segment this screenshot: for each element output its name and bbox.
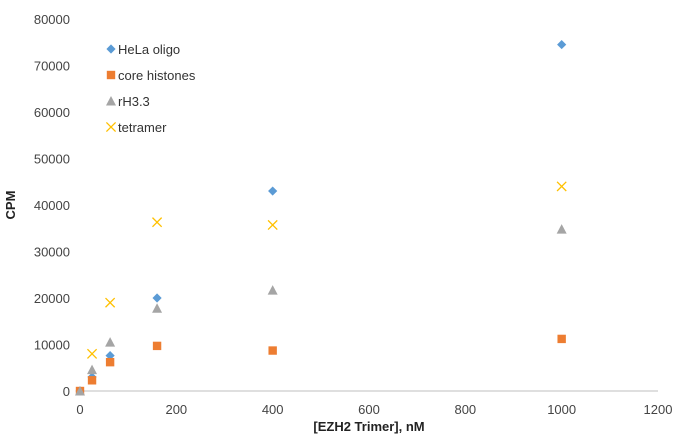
data-point-core-histones [152, 341, 162, 351]
data-point-rh3-3 [87, 364, 98, 375]
legend-label-core-histones: core histones [118, 68, 196, 83]
data-point-tetramer [105, 297, 116, 308]
data-point-tetramer [152, 217, 163, 228]
data-point-core-histones [557, 334, 566, 344]
data-point-rh3-3 [267, 285, 278, 295]
legend: HeLa oligo core histones rH3.3 tetramer [105, 42, 196, 135]
data-point-tetramer [556, 181, 567, 192]
data-point-core-histones [105, 357, 115, 367]
x-tick-label: 1200 [644, 402, 673, 417]
data-point-tetramer [86, 348, 98, 359]
y-tick-label: 50000 [34, 152, 70, 167]
y-tick-label: 80000 [34, 12, 70, 27]
y-tick-label: 20000 [34, 291, 70, 306]
y-axis-title: CPM [3, 191, 18, 220]
data-point-core-histones [87, 376, 97, 385]
data-point-rh3-3 [75, 386, 85, 396]
legend-marker-tetramer [105, 121, 117, 133]
data-points [75, 39, 567, 396]
data-point-rh3-3 [556, 224, 567, 234]
y-tick-label: 0 [63, 384, 70, 399]
data-point-rh3-3 [105, 337, 116, 347]
legend-label-rh3-3: rH3.3 [118, 94, 150, 109]
x-tick-label: 800 [454, 402, 476, 417]
legend-label-tetramer: tetramer [118, 120, 167, 135]
y-axis-ticks: 0 10000 20000 30000 40000 50000 60000 70000 8000… [34, 12, 70, 399]
data-point-hela-oligo [152, 293, 162, 303]
data-point-hela-oligo [557, 39, 567, 50]
x-axis-ticks: 0 200 400 600 800 1000 1200 [76, 402, 672, 417]
legend-marker-hela-oligo [106, 44, 116, 54]
y-tick-label: 70000 [34, 59, 70, 74]
x-tick-label: 0 [76, 402, 83, 417]
x-tick-label: 200 [165, 402, 187, 417]
x-axis-title: [EZH2 Trimer], nM [313, 419, 424, 434]
x-tick-label: 600 [358, 402, 380, 417]
y-tick-label: 60000 [34, 105, 70, 120]
y-tick-label: 10000 [34, 338, 70, 353]
legend-marker-rh3-3 [106, 96, 116, 106]
data-point-hela-oligo [268, 186, 278, 196]
data-point-tetramer [267, 219, 278, 231]
y-tick-label: 30000 [34, 245, 70, 260]
legend-label-hela-oligo: HeLa oligo [118, 42, 180, 57]
x-tick-label: 400 [262, 402, 284, 417]
legend-marker-core-histones [106, 70, 116, 80]
data-point-hela-oligo [105, 351, 115, 361]
y-tick-label: 40000 [34, 198, 70, 213]
data-point-core-histones [268, 346, 277, 355]
data-point-rh3-3 [152, 303, 163, 313]
x-tick-label: 1000 [547, 402, 576, 417]
